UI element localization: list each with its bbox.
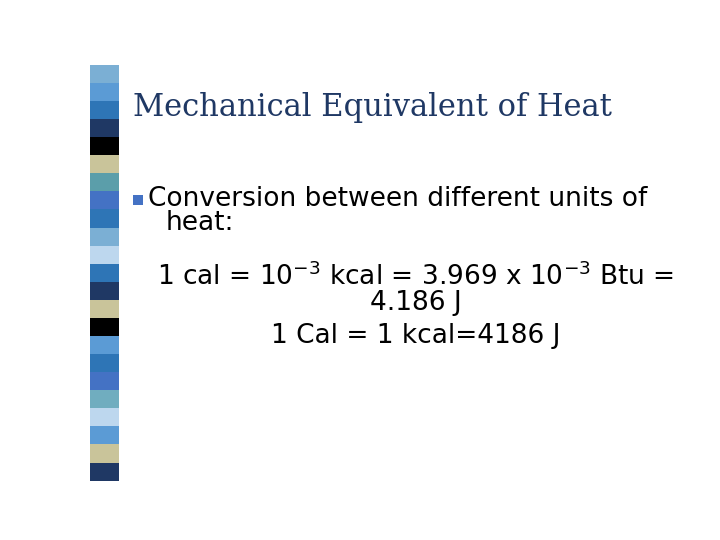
Bar: [90, 210, 120, 227]
Bar: [90, 300, 120, 318]
Bar: [90, 246, 120, 264]
Bar: [133, 194, 143, 205]
Bar: [90, 173, 120, 191]
Bar: [90, 336, 120, 354]
Text: Mechanical Equivalent of Heat: Mechanical Equivalent of Heat: [133, 92, 612, 123]
Bar: [90, 119, 120, 137]
Bar: [90, 137, 120, 155]
Text: 4.186 J: 4.186 J: [369, 291, 462, 316]
Bar: [90, 282, 120, 300]
Bar: [90, 354, 120, 372]
Text: heat:: heat:: [165, 210, 234, 235]
Bar: [90, 372, 120, 390]
Text: Conversion between different units of: Conversion between different units of: [148, 186, 647, 212]
Bar: [90, 83, 120, 101]
Bar: [90, 191, 120, 210]
Bar: [90, 463, 120, 481]
Bar: [90, 264, 120, 282]
Bar: [90, 444, 120, 463]
Bar: [90, 318, 120, 336]
Bar: [90, 101, 120, 119]
Bar: [90, 408, 120, 427]
Text: 1 Cal = 1 kcal=4186 J: 1 Cal = 1 kcal=4186 J: [271, 323, 560, 349]
Bar: [90, 65, 120, 83]
Text: 1 cal = 10$^{-3}$ kcal = 3.969 x 10$^{-3}$ Btu =: 1 cal = 10$^{-3}$ kcal = 3.969 x 10$^{-3…: [157, 262, 674, 291]
Bar: [90, 155, 120, 173]
Bar: [90, 227, 120, 246]
Bar: [90, 427, 120, 444]
Bar: [90, 390, 120, 408]
